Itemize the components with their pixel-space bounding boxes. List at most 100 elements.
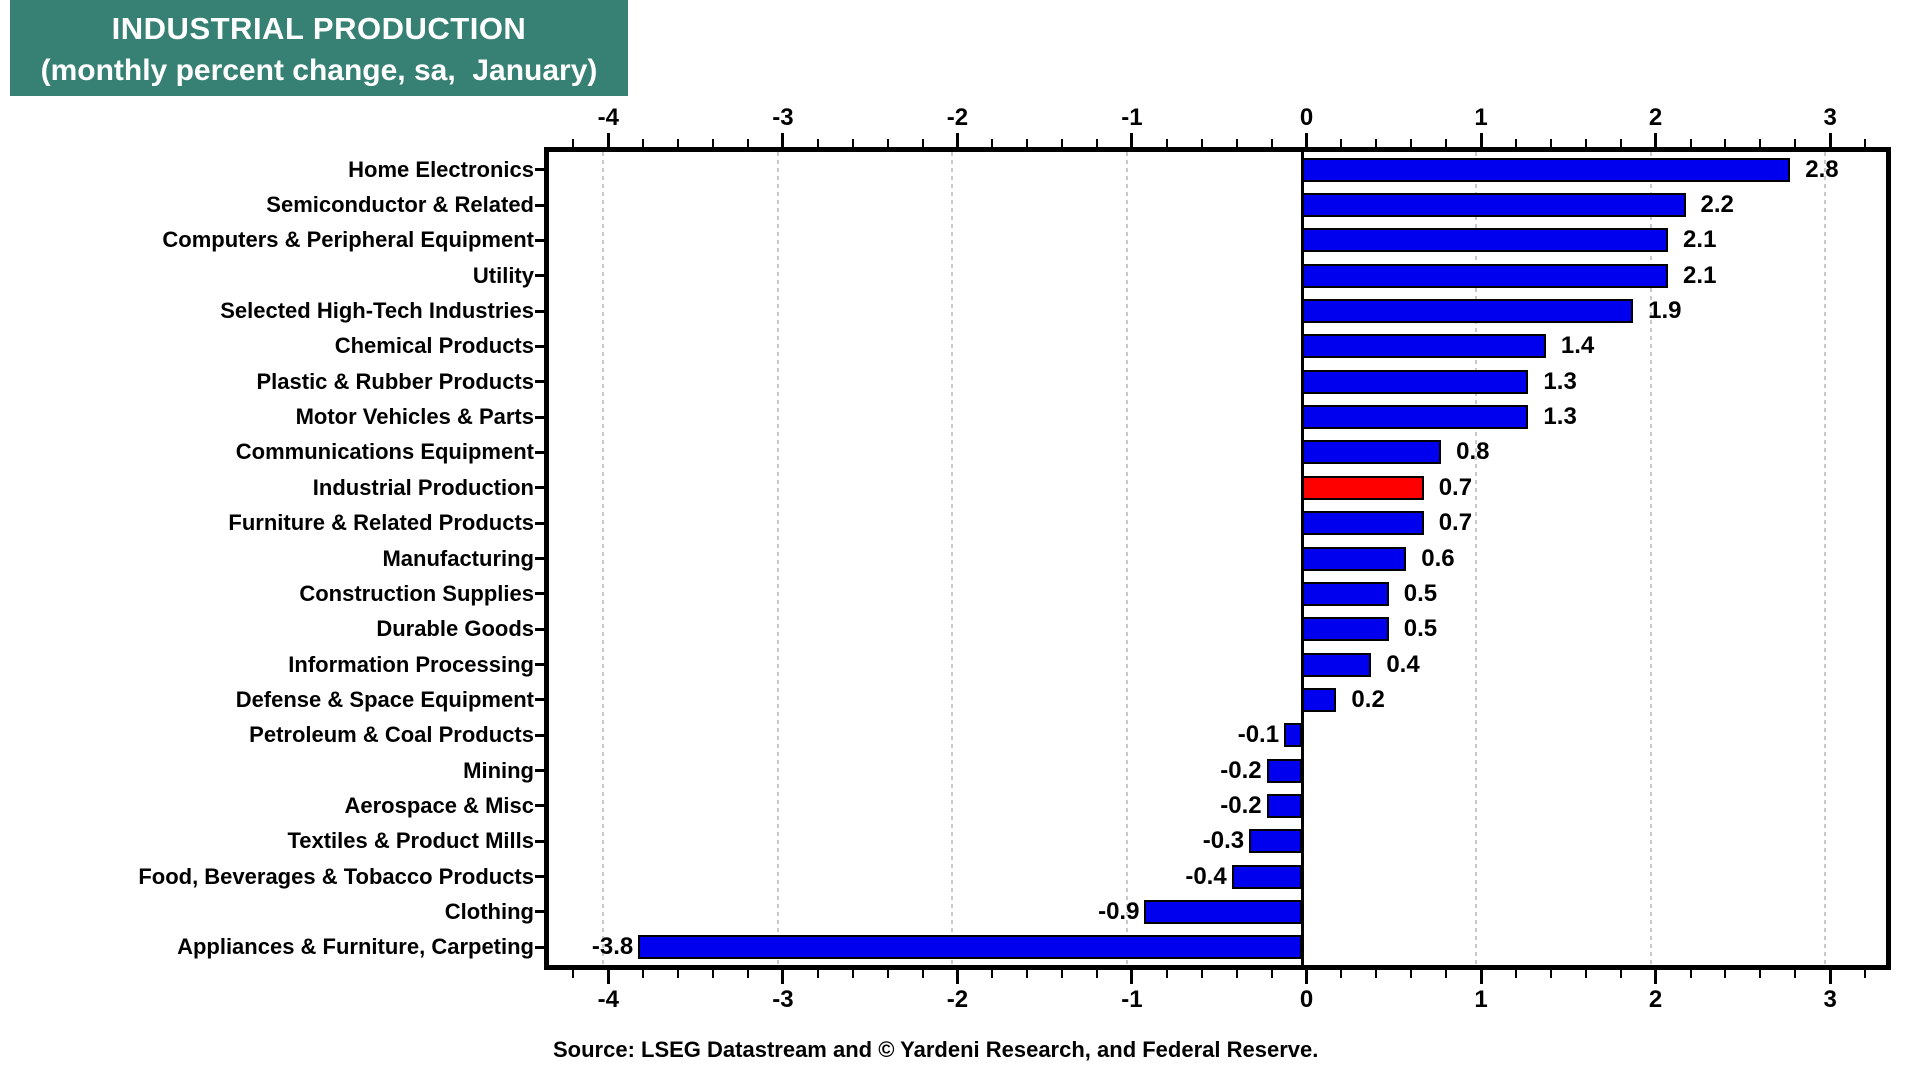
- category-tick: [535, 627, 544, 631]
- category-label: Food, Beverages & Tobacco Products: [138, 863, 534, 889]
- category-tick: [535, 698, 544, 702]
- bar-value-label: 1.3: [1543, 367, 1577, 395]
- axis-minor-tick: [921, 139, 924, 147]
- axis-minor-tick: [1864, 139, 1867, 147]
- bar-value-label: 0.4: [1386, 650, 1420, 678]
- bar-value-label: 1.3: [1543, 403, 1577, 431]
- chart-title-box: INDUSTRIAL PRODUCTION (monthly percent c…: [10, 0, 628, 96]
- bar: [1301, 263, 1669, 288]
- axis-tick-label-bottom: 0: [1299, 986, 1314, 1013]
- axis-minor-tick: [1514, 139, 1517, 147]
- bar: [1249, 829, 1302, 854]
- axis-minor-tick: [886, 139, 889, 147]
- bar-value-label: 0.7: [1438, 473, 1473, 501]
- axis-major-tick: [781, 133, 785, 147]
- category-tick: [535, 415, 544, 419]
- axis-minor-tick: [1619, 970, 1622, 978]
- category-label: Clothing: [444, 898, 534, 924]
- category-label: Selected High-Tech Industries: [220, 298, 534, 324]
- gridline: [1125, 152, 1128, 965]
- axis-tick-label-top: 3: [1823, 104, 1837, 131]
- category-tick: [535, 839, 544, 843]
- category-tick: [535, 592, 544, 596]
- bar-value-label: -3.8: [591, 933, 634, 961]
- axis-minor-tick: [816, 139, 819, 147]
- bar-value-label: 1.9: [1648, 297, 1682, 325]
- category-tick: [535, 557, 544, 560]
- axis-minor-tick: [886, 970, 889, 978]
- axis-minor-tick: [642, 139, 645, 147]
- category-tick: [535, 875, 544, 879]
- bar: [1266, 793, 1302, 818]
- axis-major-tick: [1654, 133, 1658, 147]
- axis-minor-tick: [1689, 139, 1692, 147]
- bar: [1144, 899, 1302, 924]
- axis-major-tick: [606, 970, 610, 984]
- axis-minor-tick: [1549, 970, 1552, 978]
- axis-tick-label-bottom: -1: [1121, 986, 1143, 1013]
- axis-tick-label-bottom: -3: [772, 986, 794, 1013]
- bar: [1301, 652, 1372, 677]
- axis-major-tick: [1130, 970, 1134, 984]
- bar-highlight: [1301, 475, 1424, 500]
- category-label: Motor Vehicles & Parts: [295, 404, 534, 430]
- axis-major-tick: [1305, 970, 1309, 984]
- axis-minor-tick: [1584, 139, 1587, 147]
- gridline: [1475, 152, 1478, 965]
- axis-tick-label-top: -2: [946, 104, 969, 131]
- bar-value-label: -0.9: [1098, 897, 1140, 925]
- bar-value-label: 2.8: [1805, 155, 1839, 183]
- category-tick: [535, 486, 544, 490]
- axis-major-tick: [955, 133, 959, 147]
- axis-major-tick: [1654, 970, 1658, 984]
- axis-minor-tick: [1410, 139, 1413, 147]
- bar: [1266, 758, 1302, 783]
- category-label: Semiconductor & Related: [266, 192, 534, 218]
- plot-area: [544, 147, 1891, 970]
- bar: [638, 935, 1302, 960]
- axis-minor-tick: [1096, 970, 1099, 978]
- bar: [1301, 687, 1337, 712]
- axis-minor-tick: [572, 139, 575, 147]
- axis-tick-label-top: -3: [772, 104, 794, 131]
- category-tick: [535, 274, 544, 278]
- category-tick: [535, 238, 544, 242]
- category-label: Durable Goods: [376, 616, 534, 642]
- axis-minor-tick: [1689, 970, 1692, 978]
- category-tick: [535, 380, 544, 384]
- category-tick: [535, 450, 544, 454]
- category-label: Chemical Products: [334, 333, 534, 359]
- category-label: Mining: [463, 757, 534, 783]
- category-label: Furniture & Related Products: [228, 510, 534, 536]
- axis-minor-tick: [677, 970, 680, 978]
- bar: [1301, 405, 1529, 430]
- category-label: Plastic & Rubber Products: [256, 368, 534, 394]
- bar: [1301, 617, 1389, 642]
- bar: [1301, 369, 1529, 394]
- axis-minor-tick: [1235, 139, 1238, 147]
- axis-minor-tick: [746, 970, 749, 978]
- bar: [1301, 546, 1407, 571]
- axis-minor-tick: [816, 970, 819, 978]
- gridline: [602, 152, 605, 965]
- axis-minor-tick: [746, 139, 749, 147]
- axis-major-tick: [955, 970, 959, 984]
- bar-value-label: 0.5: [1403, 615, 1438, 643]
- axis-minor-tick: [1270, 970, 1273, 978]
- gridline: [951, 152, 954, 965]
- axis-minor-tick: [1445, 139, 1448, 147]
- axis-tick-label-top: 2: [1648, 104, 1663, 131]
- bar-value-label: 0.8: [1456, 438, 1490, 466]
- axis-tick-label-top: -1: [1121, 104, 1143, 131]
- category-label: Manufacturing: [382, 545, 534, 571]
- axis-minor-tick: [1165, 139, 1168, 147]
- bar-value-label: 2.1: [1683, 261, 1717, 289]
- bar-value-label: -0.2: [1220, 791, 1262, 819]
- category-label: Defense & Space Equipment: [235, 686, 534, 712]
- category-label: Textiles & Product Mills: [287, 828, 534, 854]
- bar-value-label: 0.7: [1438, 509, 1473, 537]
- category-tick: [535, 344, 544, 348]
- zero-axis-line: [1300, 152, 1304, 965]
- category-label: Home Electronics: [348, 156, 534, 182]
